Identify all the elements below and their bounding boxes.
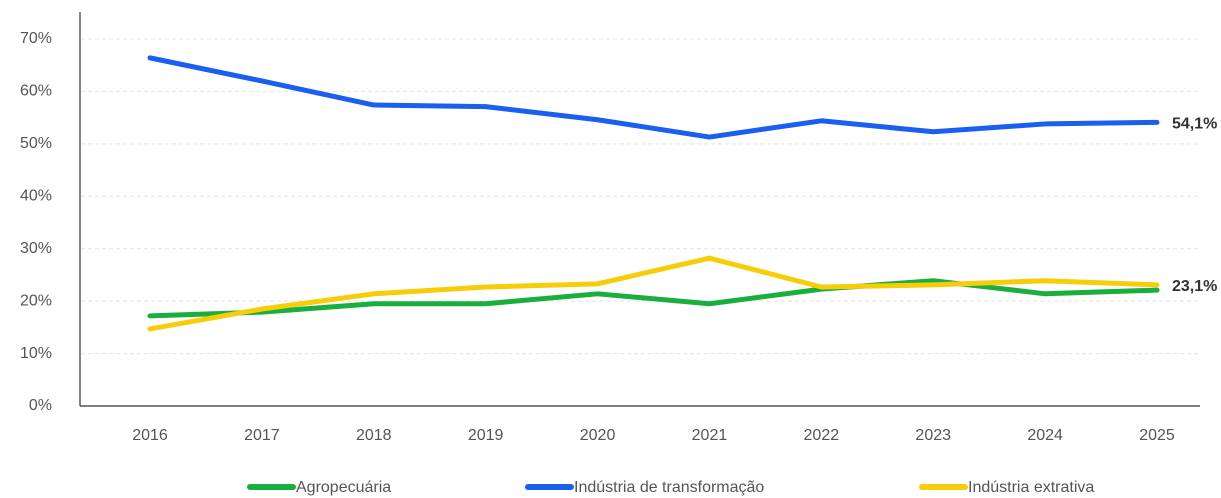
y-tick-label: 50% (20, 135, 52, 152)
y-tick-label: 60% (20, 83, 52, 100)
x-tick-label: 2024 (1027, 427, 1063, 444)
series-line (147, 55, 1160, 140)
y-tick-label: 20% (20, 292, 52, 309)
y-tick-label: 10% (20, 345, 52, 362)
x-tick-label: 2021 (692, 427, 728, 444)
y-tick-label: 0% (29, 397, 52, 414)
series-line (147, 278, 1160, 319)
legend-label: Indústria extrativa (968, 479, 1094, 496)
x-tick-label: 2022 (804, 427, 840, 444)
x-tick-label: 2019 (468, 427, 504, 444)
legend-label: Indústria de transformação (574, 479, 764, 496)
x-tick-label: 2018 (356, 427, 392, 444)
x-tick-label: 2025 (1139, 427, 1175, 444)
y-tick-label: 70% (20, 30, 52, 47)
x-tick-label: 2016 (132, 427, 168, 444)
end-label: 23,1% (1172, 278, 1217, 295)
end-label: 54,1% (1172, 116, 1217, 133)
x-tick-label: 2023 (915, 427, 951, 444)
y-tick-label: 30% (20, 240, 52, 257)
series-line (147, 255, 1160, 332)
legend-label: Agropecuária (296, 479, 391, 496)
x-tick-label: 2017 (244, 427, 280, 444)
x-tick-label: 2020 (580, 427, 616, 444)
y-tick-label: 40% (20, 188, 52, 205)
